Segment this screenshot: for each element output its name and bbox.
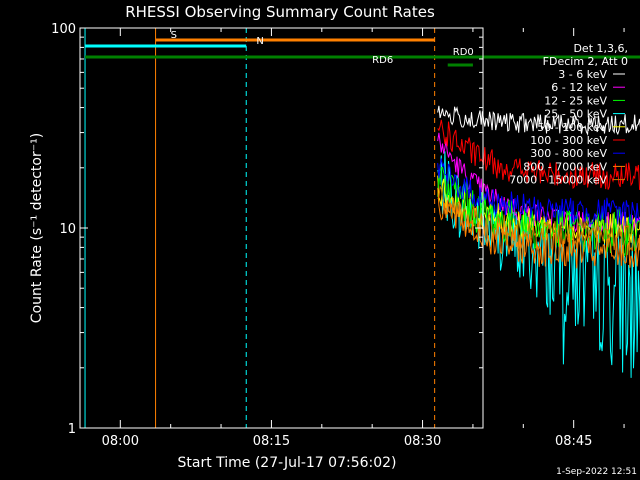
series-line	[437, 119, 640, 190]
y-tick-label: 1	[68, 422, 76, 437]
axes: 11010008:0008:1508:3008:4509:0009:1509:3…	[51, 22, 625, 449]
plot-marks: S N RD0 RD6	[84, 28, 640, 428]
x-tick-label: 08:45	[555, 434, 592, 449]
legend-entry: 3 - 6 keV	[558, 68, 607, 81]
legend-entry: 100 - 300 keV	[530, 134, 607, 147]
legend-entry: 12 - 25 keV	[544, 94, 607, 107]
y-tick-label: 100	[51, 22, 76, 37]
legend-entry: 25 - 50 keV	[544, 108, 607, 121]
x-tick-label: 08:00	[102, 434, 139, 449]
legend-entry: 800 - 7000 keV	[523, 160, 607, 173]
legend-entry: 6 - 12 keV	[551, 81, 607, 94]
legend-entry: 7000 - 15000 keV	[509, 174, 607, 187]
flag-label: RD6	[372, 55, 393, 66]
plot-frame	[79, 27, 484, 429]
legend-entry: 50 - 100 keV	[537, 121, 607, 134]
series-line	[437, 105, 640, 136]
y-tick-label: 10	[59, 222, 76, 237]
legend-header: FDecim 2, Att 0	[543, 55, 628, 68]
x-axis-label: Start Time (27-Jul-17 07:56:02)	[177, 455, 396, 471]
series-line	[437, 158, 640, 226]
flag-label: N	[256, 36, 263, 47]
footer-date: 1-Sep-2022 12:51	[556, 467, 637, 477]
series-line	[437, 187, 640, 269]
x-tick-label: 08:30	[404, 434, 441, 449]
x-tick-label: 08:15	[253, 434, 290, 449]
legend-entry: 300 - 800 keV	[530, 147, 607, 160]
y-axis-label: Count Rate (s⁻¹ detector⁻¹)	[29, 133, 45, 323]
chart-title: RHESSI Observing Summary Count Rates	[125, 3, 435, 21]
legend-header: Det 1,3,6,	[573, 42, 628, 55]
flag-label: RD0	[453, 47, 474, 58]
flag-label: S	[171, 30, 177, 41]
